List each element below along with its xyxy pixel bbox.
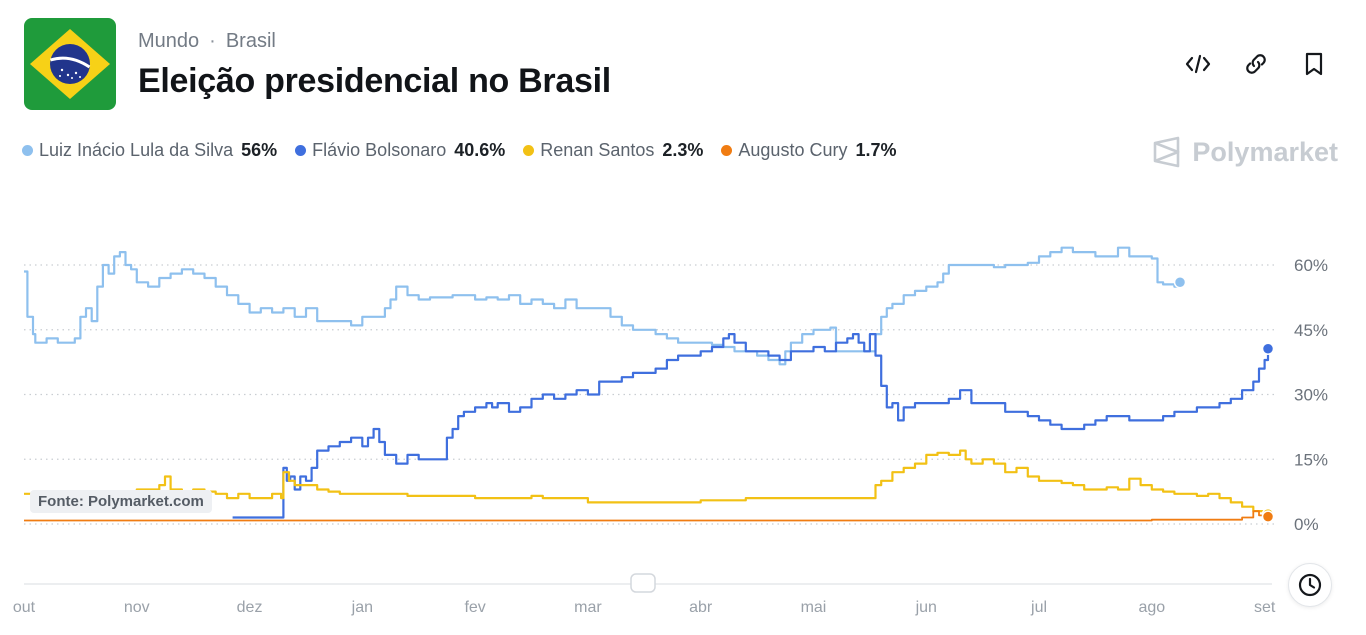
polymarket-watermark: Polymarket xyxy=(1152,136,1338,168)
legend-dot xyxy=(295,145,307,156)
series-line-luiz-inacio-lula-da-silva[interactable] xyxy=(24,246,1182,366)
legend-item-augusto-cury[interactable]: Augusto Cury 1.7% xyxy=(721,140,897,161)
series-end-point-flavio-bolsonaro[interactable] xyxy=(1261,342,1275,355)
legend-item-flavio-bolsonaro[interactable]: Flávio Bolsonaro 40.6% xyxy=(295,140,505,161)
x-tick-label: ago xyxy=(1138,599,1165,616)
breadcrumb-separator: · xyxy=(209,30,216,52)
legend-dot xyxy=(22,145,33,156)
time-range-button[interactable] xyxy=(1288,563,1332,607)
source-label: Fonte: Polymarket.com xyxy=(30,490,212,513)
page-title: Eleição presidencial no Brasil xyxy=(138,62,611,100)
y-tick-label: 15% xyxy=(1294,450,1328,469)
y-tick-label: 45% xyxy=(1294,321,1328,340)
x-tick-label: fev xyxy=(464,599,485,616)
legend-name: Augusto Cury xyxy=(738,140,848,160)
brand-name: Polymarket xyxy=(1192,136,1338,167)
series-line-augusto-cury[interactable] xyxy=(24,510,1269,522)
x-tick-label: abr xyxy=(689,599,713,616)
header-actions xyxy=(1184,48,1328,80)
x-tick-label: jul xyxy=(1030,599,1047,616)
y-tick-label: 0% xyxy=(1294,515,1319,534)
polymarket-logo-icon xyxy=(1154,136,1180,168)
legend-value: 40.6% xyxy=(454,140,506,160)
legend-value: 1.7% xyxy=(855,140,897,160)
x-tick-label: mai xyxy=(801,599,827,616)
y-tick-label: 30% xyxy=(1294,386,1328,405)
link-icon xyxy=(1246,54,1266,74)
breadcrumb-item-world[interactable]: Mundo xyxy=(138,30,200,52)
bookmark-button[interactable] xyxy=(1300,48,1328,80)
x-tick-label: mar xyxy=(574,599,602,616)
brazil-flag-icon xyxy=(24,18,116,110)
legend-name: Renan Santos xyxy=(540,140,655,160)
x-tick-label: dez xyxy=(237,599,263,616)
legend-value: 2.3% xyxy=(662,140,704,160)
series-end-point-luiz-inacio-lula-da-silva[interactable] xyxy=(1173,276,1187,289)
range-slider-handle[interactable] xyxy=(630,573,656,593)
x-tick-label: jun xyxy=(915,599,937,616)
legend-name: Luiz Inácio Lula da Silva xyxy=(39,140,234,160)
legend-item-renan-santos[interactable]: Renan Santos 2.3% xyxy=(523,140,703,161)
series-line-flavio-bolsonaro[interactable] xyxy=(232,333,1270,519)
series-end-point-augusto-cury[interactable] xyxy=(1261,510,1275,523)
y-tick-label: 60% xyxy=(1294,256,1328,275)
x-tick-label: nov xyxy=(124,599,150,616)
embed-button[interactable] xyxy=(1184,48,1212,80)
copy-link-button[interactable] xyxy=(1242,48,1270,80)
code-embed-icon xyxy=(1185,54,1211,74)
series-line-renan-santos[interactable] xyxy=(24,449,1270,515)
breadcrumb-item-brazil[interactable]: Brasil xyxy=(225,30,276,52)
chart-legend: Luiz Inácio Lula da Silva 56% Flávio Bol… xyxy=(22,140,897,161)
legend-name: Flávio Bolsonaro xyxy=(312,140,447,160)
legend-item-lula[interactable]: Luiz Inácio Lula da Silva 56% xyxy=(22,140,277,161)
x-tick-label: out xyxy=(13,599,36,616)
x-tick-label: jan xyxy=(351,599,373,616)
breadcrumb: Mundo · Brasil xyxy=(138,30,276,53)
legend-value: 56% xyxy=(241,140,278,160)
clock-icon xyxy=(1298,573,1322,597)
legend-dot xyxy=(523,145,535,156)
bookmark-icon xyxy=(1305,52,1323,76)
x-tick-label: set xyxy=(1254,599,1276,616)
legend-dot xyxy=(721,145,733,156)
